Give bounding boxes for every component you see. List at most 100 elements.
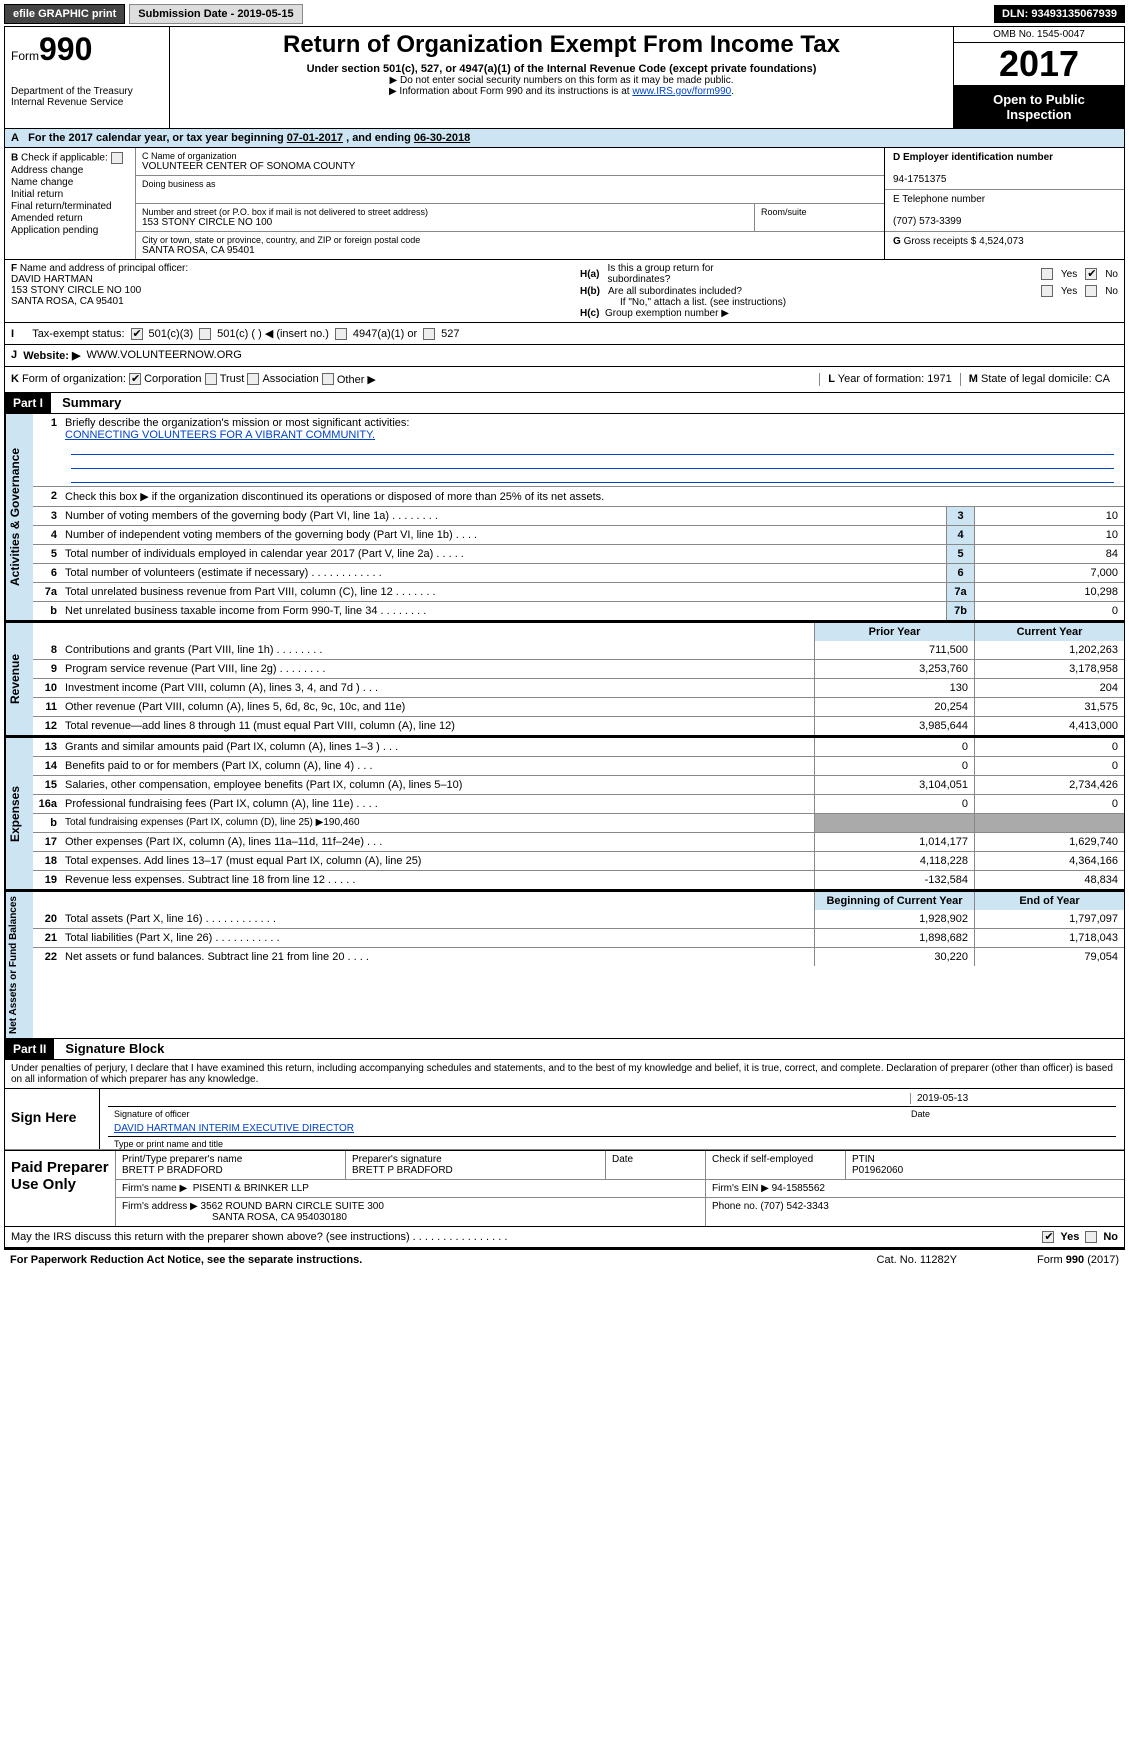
dln: DLN: 93493135067939: [994, 5, 1125, 23]
hb-yes-checkbox[interactable]: [1041, 285, 1053, 297]
officer-addr1: 153 STONY CIRCLE NO 100: [11, 285, 141, 296]
sign-here-section: Sign Here 2019-05-13 Signature of office…: [4, 1089, 1125, 1151]
form-header: Form990 Department of the Treasury Inter…: [4, 26, 1125, 129]
firm-addr2: SANTA ROSA, CA 954030180: [122, 1212, 347, 1223]
assoc-checkbox[interactable]: [247, 373, 259, 385]
side-netassets: Net Assets or Fund Balances: [5, 892, 33, 1038]
l7a-value: 10,298: [974, 583, 1124, 601]
open-public-2: Inspection: [1006, 107, 1071, 122]
officer-name: DAVID HARTMAN: [11, 274, 93, 285]
side-expenses: Expenses: [5, 738, 33, 889]
form-title: Return of Organization Exempt From Incom…: [178, 31, 945, 59]
discuss-question: May the IRS discuss this return with the…: [11, 1231, 507, 1243]
officer-name-title: DAVID HARTMAN INTERIM EXECUTIVE DIRECTOR: [114, 1123, 354, 1134]
part1-header: Part I: [5, 393, 51, 413]
org-name-label: C Name of organization: [142, 151, 878, 161]
part2-title: Signature Block: [57, 1041, 164, 1056]
name-change-label: Name change: [11, 177, 129, 188]
hb-note: If "No," attach a list. (see instruction…: [580, 297, 1118, 308]
final-label: Final return/terminated: [11, 201, 129, 212]
l5-value: 84: [974, 545, 1124, 563]
hb-no-checkbox[interactable]: [1085, 285, 1097, 297]
part2-header: Part II: [5, 1039, 54, 1059]
gross-receipts: Gross receipts $ 4,524,073: [904, 236, 1024, 247]
initial-label: Initial return: [11, 189, 129, 200]
discuss-yes-checkbox[interactable]: [1042, 1231, 1054, 1243]
preparer-name: BRETT P BRADFORD: [122, 1165, 339, 1176]
footer-form: Form 990 (2017): [1037, 1254, 1119, 1266]
firm-phone: (707) 542-3343: [760, 1201, 828, 1212]
checkbox[interactable]: [111, 152, 123, 164]
room-label: Room/suite: [761, 207, 878, 217]
ha-no-checkbox[interactable]: [1085, 268, 1097, 280]
firm-ein: 94-1585562: [772, 1183, 825, 1194]
org-name: VOLUNTEER CENTER OF SONOMA COUNTY: [142, 161, 878, 172]
dba-label: Doing business as: [142, 179, 878, 189]
addr-label: Number and street (or P.O. box if mail i…: [142, 207, 748, 217]
l6-value: 7,000: [974, 564, 1124, 582]
beginning-header: Beginning of Current Year: [814, 892, 974, 910]
city-state-zip: SANTA ROSA, CA 95401: [142, 245, 878, 256]
ssn-note: ▶ Do not enter social security numbers o…: [178, 75, 945, 86]
ein: 94-1751375: [893, 174, 946, 185]
street-addr: 153 STONY CIRCLE NO 100: [142, 217, 748, 228]
officer-addr2: SANTA ROSA, CA 95401: [11, 296, 124, 307]
irs: Internal Revenue Service: [11, 97, 163, 108]
part1-title: Summary: [54, 395, 121, 410]
current-year-header: Current Year: [974, 623, 1124, 641]
website-url: WWW.VOLUNTEERNOW.ORG: [87, 349, 242, 362]
501c-checkbox[interactable]: [199, 328, 211, 340]
discuss-no-checkbox[interactable]: [1085, 1231, 1097, 1243]
pending-label: Application pending: [11, 225, 129, 236]
ptin: P01962060: [852, 1165, 1118, 1176]
side-activities: Activities & Governance: [5, 414, 33, 620]
check-if-label: Check if applicable:: [21, 153, 108, 164]
irs-link[interactable]: www.IRS.gov/form990: [632, 86, 731, 97]
preparer-sig: BRETT P BRADFORD: [352, 1165, 599, 1176]
527-checkbox[interactable]: [423, 328, 435, 340]
city-label: City or town, state or province, country…: [142, 235, 878, 245]
row-f: F Name and address of principal officer:…: [4, 260, 1125, 323]
row-k: K Form of organization: Corporation Trus…: [4, 367, 1125, 393]
paid-preparer-section: Paid Preparer Use Only Print/Type prepar…: [4, 1151, 1125, 1227]
other-checkbox[interactable]: [322, 373, 334, 385]
paperwork-notice: For Paperwork Reduction Act Notice, see …: [10, 1254, 362, 1266]
501c3-checkbox[interactable]: [131, 328, 143, 340]
side-revenue: Revenue: [5, 623, 33, 735]
row-i: I Tax-exempt status: 501(c)(3) 501(c) ( …: [4, 323, 1125, 345]
row-a: A For the 2017 calendar year, or tax yea…: [4, 129, 1125, 148]
open-public-1: Open to Public: [993, 92, 1085, 107]
firm-name: PISENTI & BRINKER LLP: [193, 1183, 309, 1194]
4947-checkbox[interactable]: [335, 328, 347, 340]
row-j: J Website: ▶ WWW.VOLUNTEERNOW.ORG: [4, 345, 1125, 367]
section-b: B Check if applicable: Address change Na…: [4, 148, 1125, 260]
ha-yes-checkbox[interactable]: [1041, 268, 1053, 280]
sig-date: 2019-05-13: [910, 1093, 1110, 1104]
corp-checkbox[interactable]: [129, 373, 141, 385]
g-label: G: [893, 236, 901, 247]
form-number: 990: [39, 31, 92, 67]
penalty-statement: Under penalties of perjury, I declare th…: [4, 1060, 1125, 1089]
addr-change-label: Address change: [11, 165, 129, 176]
dept-treasury: Department of the Treasury: [11, 86, 163, 97]
l7b-value: 0: [974, 602, 1124, 620]
tax-year: 2017: [954, 43, 1124, 86]
form-subtitle: Under section 501(c), 527, or 4947(a)(1)…: [178, 63, 945, 75]
phone: (707) 573-3399: [893, 216, 961, 227]
ein-label: D Employer identification number: [893, 152, 1053, 163]
omb-number: OMB No. 1545-0047: [954, 27, 1124, 43]
sign-here-label: Sign Here: [5, 1089, 100, 1149]
amended-label: Amended return: [11, 213, 129, 224]
paid-preparer-label: Paid Preparer Use Only: [5, 1151, 115, 1226]
end-header: End of Year: [974, 892, 1124, 910]
b-label: B: [11, 153, 18, 164]
l3-value: 10: [974, 507, 1124, 525]
phone-label: E Telephone number: [893, 194, 985, 205]
efile-button[interactable]: efile GRAPHIC print: [4, 4, 125, 24]
submission-date: Submission Date - 2019-05-15: [129, 4, 302, 24]
cat-number: Cat. No. 11282Y: [877, 1254, 958, 1266]
trust-checkbox[interactable]: [205, 373, 217, 385]
l4-value: 10: [974, 526, 1124, 544]
form-word: Form: [11, 49, 39, 63]
prior-year-header: Prior Year: [814, 623, 974, 641]
